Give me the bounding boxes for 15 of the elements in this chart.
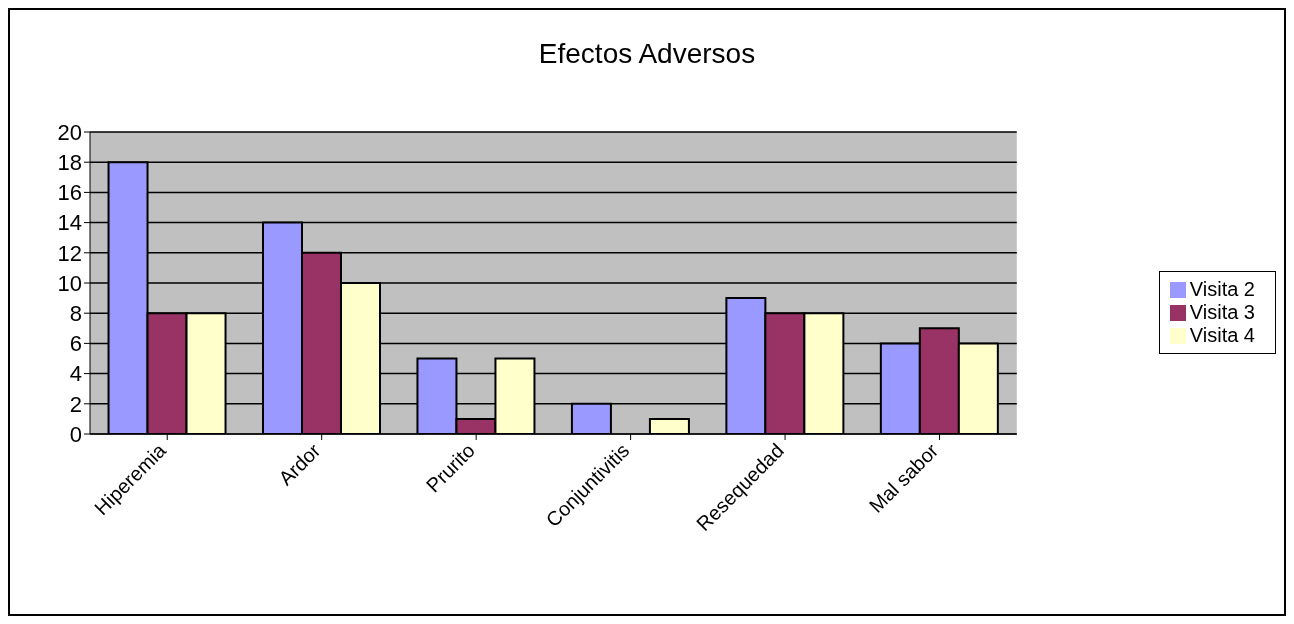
y-tick-label: 2 [69,391,82,417]
y-tick-label: 20 [57,119,82,145]
y-tick-label: 0 [69,421,82,447]
legend-label: Visita 3 [1189,300,1255,323]
y-tick-label: 14 [57,210,82,236]
legend-label: Visita 4 [1189,323,1255,346]
y-tick-label: 4 [69,361,82,387]
y-tick-label: 16 [57,180,82,206]
y-tick-label: 18 [57,150,82,176]
y-tick-label: 8 [69,301,82,327]
chart-title: Efectos Adversos [537,38,757,70]
y-tick-label: 6 [69,331,82,357]
y-tick-label: 10 [57,270,82,296]
legend-label: Visita 2 [1189,277,1255,300]
y-tick-label: 12 [57,240,82,266]
